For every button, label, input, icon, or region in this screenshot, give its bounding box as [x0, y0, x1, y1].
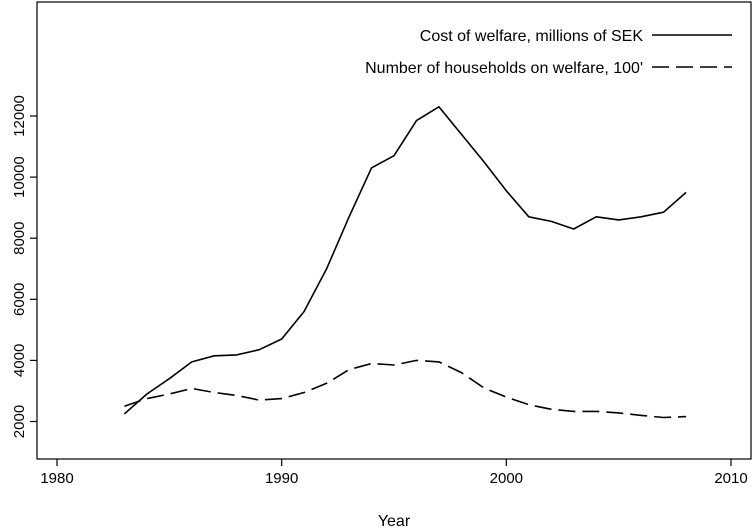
x-tick-label: 2010: [714, 470, 747, 487]
legend-label: Number of households on welfare, 100': [365, 60, 643, 77]
plot-frame: [36, 1, 752, 460]
y-tick-label: 4000: [11, 344, 28, 377]
x-tick-label: 2000: [490, 470, 523, 487]
x-axis-title: Year: [378, 513, 411, 530]
x-axis: 1980 1990 2000 2010: [40, 459, 748, 487]
series-lines: [123, 106, 687, 419]
households-series-line: [124, 359, 687, 419]
x-tick-label: 1990: [265, 470, 298, 487]
legend: Cost of welfare, millions of SEK Number o…: [365, 28, 732, 77]
y-tick-label: 2000: [11, 405, 28, 438]
legend-label: Cost of welfare, millions of SEK: [420, 28, 644, 45]
y-tick-label: 10000: [11, 156, 28, 198]
y-tick-label: 8000: [11, 222, 28, 255]
y-tick-label: 12000: [11, 95, 28, 137]
x-tick-label: 1980: [40, 470, 73, 487]
y-tick-label: 6000: [11, 283, 28, 316]
y-axis: 2000 4000 6000 8000 10000 12000: [11, 95, 37, 438]
cost-series-line: [123, 106, 687, 415]
